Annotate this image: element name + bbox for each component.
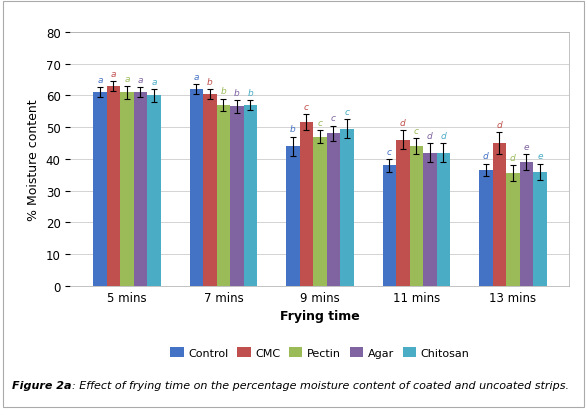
Text: e: e bbox=[524, 143, 529, 152]
Bar bbox=[217, 106, 230, 286]
Text: a: a bbox=[124, 74, 130, 83]
Text: a: a bbox=[194, 73, 199, 82]
Bar bbox=[299, 123, 313, 286]
Bar bbox=[479, 171, 492, 286]
Text: c: c bbox=[345, 108, 349, 117]
Text: e: e bbox=[537, 152, 543, 161]
Bar bbox=[410, 147, 423, 286]
Bar bbox=[340, 129, 354, 286]
Bar bbox=[383, 166, 396, 286]
Text: c: c bbox=[304, 103, 309, 112]
Bar bbox=[190, 90, 203, 286]
Text: d: d bbox=[400, 119, 406, 128]
Text: b: b bbox=[290, 125, 296, 134]
Bar bbox=[93, 93, 107, 286]
Text: c: c bbox=[318, 119, 322, 128]
Y-axis label: % Moisture content: % Moisture content bbox=[27, 99, 41, 220]
Text: d: d bbox=[427, 132, 433, 141]
Text: c: c bbox=[331, 114, 336, 123]
Bar bbox=[286, 147, 299, 286]
Text: : Effect of frying time on the percentage moisture content of coated and uncoate: : Effect of frying time on the percentag… bbox=[73, 380, 569, 390]
Text: d: d bbox=[441, 132, 446, 141]
Text: d: d bbox=[510, 154, 516, 163]
Text: c: c bbox=[414, 127, 419, 136]
Bar bbox=[313, 137, 327, 286]
Bar bbox=[230, 107, 244, 286]
Legend: Control, CMC, Pectin, Agar, Chitosan: Control, CMC, Pectin, Agar, Chitosan bbox=[170, 348, 470, 358]
Bar bbox=[147, 96, 161, 286]
Text: b: b bbox=[221, 87, 226, 96]
Text: d: d bbox=[497, 120, 502, 129]
Bar bbox=[107, 87, 120, 286]
Text: a: a bbox=[97, 76, 103, 85]
Text: a: a bbox=[151, 78, 157, 87]
Text: b: b bbox=[234, 89, 240, 98]
Text: d: d bbox=[483, 152, 489, 161]
Bar bbox=[506, 174, 519, 286]
Bar bbox=[327, 134, 340, 286]
X-axis label: Frying time: Frying time bbox=[280, 310, 360, 323]
Text: a: a bbox=[138, 76, 143, 85]
Bar bbox=[203, 94, 217, 286]
Bar bbox=[423, 153, 437, 286]
Bar bbox=[533, 172, 546, 286]
Bar bbox=[519, 163, 533, 286]
Bar bbox=[396, 141, 410, 286]
Text: a: a bbox=[110, 70, 116, 79]
Bar bbox=[120, 93, 134, 286]
Text: b: b bbox=[248, 89, 254, 98]
Bar bbox=[244, 106, 257, 286]
Text: b: b bbox=[207, 78, 212, 87]
Bar bbox=[492, 144, 506, 286]
Text: c: c bbox=[387, 147, 392, 156]
Bar bbox=[134, 93, 147, 286]
Text: Figure 2a: Figure 2a bbox=[12, 380, 71, 390]
Bar bbox=[437, 153, 450, 286]
